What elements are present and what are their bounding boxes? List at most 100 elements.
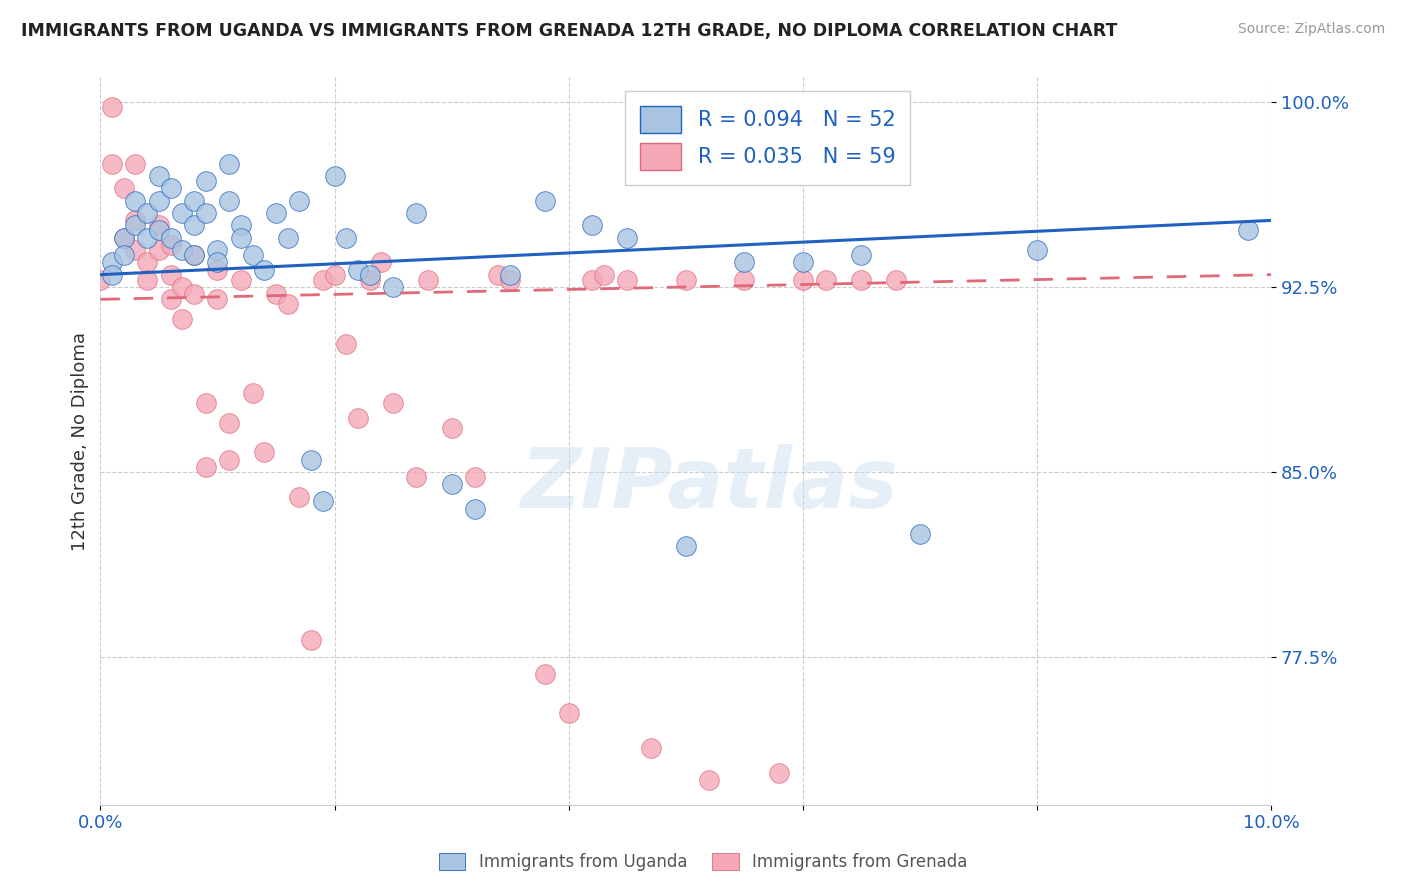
Point [101, 100, 124, 114]
Point [886, 272, 908, 286]
Point [499, 268, 522, 282]
Point [851, 272, 873, 286]
Point [697, 772, 720, 787]
Point [172, 243, 194, 257]
Point [148, 219, 170, 233]
Point [440, 477, 463, 491]
Point [112, 230, 135, 244]
Point [229, 272, 252, 286]
Point [675, 272, 697, 286]
Point [159, 230, 181, 244]
Point [218, 194, 240, 208]
Point [194, 174, 217, 188]
Point [792, 272, 814, 286]
Point [218, 452, 240, 467]
Point [323, 268, 346, 282]
Point [136, 230, 159, 244]
Point [440, 420, 463, 434]
Point [183, 248, 205, 262]
Point [534, 667, 557, 681]
Text: Source: ZipAtlas.com: Source: ZipAtlas.com [1237, 22, 1385, 37]
Point [159, 293, 181, 307]
Point [159, 181, 181, 195]
Text: IMMIGRANTS FROM UGANDA VS IMMIGRANTS FROM GRENADA 12TH GRADE, NO DIPLOMA CORRELA: IMMIGRANTS FROM UGANDA VS IMMIGRANTS FRO… [21, 22, 1118, 40]
Point [183, 194, 205, 208]
Y-axis label: 12th Grade, No Diploma: 12th Grade, No Diploma [72, 332, 89, 550]
Point [370, 255, 392, 269]
Point [557, 706, 579, 721]
Point [277, 230, 299, 244]
Point [299, 452, 322, 467]
Point [581, 272, 603, 286]
Point [464, 501, 486, 516]
Point [136, 255, 159, 269]
Point [534, 194, 557, 208]
Point [124, 157, 146, 171]
Point [242, 248, 264, 262]
Point [148, 194, 170, 208]
Point [768, 765, 790, 780]
Point [159, 268, 181, 282]
Point [148, 223, 170, 237]
Point [183, 219, 205, 233]
Point [229, 230, 252, 244]
Point [207, 243, 229, 257]
Point [101, 157, 124, 171]
Point [136, 272, 159, 286]
Point [359, 272, 381, 286]
Point [207, 262, 229, 277]
Point [172, 280, 194, 294]
Point [908, 526, 931, 541]
Point [640, 741, 662, 756]
Point [112, 230, 135, 244]
Point [112, 181, 135, 195]
Point [229, 219, 252, 233]
Point [464, 470, 486, 484]
Point [253, 445, 276, 459]
Point [242, 386, 264, 401]
Point [347, 262, 370, 277]
Point [183, 287, 205, 301]
Point [299, 632, 322, 647]
Point [253, 262, 276, 277]
Point [312, 272, 335, 286]
Point [815, 272, 838, 286]
Point [675, 539, 697, 553]
Point [264, 287, 287, 301]
Point [1026, 243, 1049, 257]
Legend: R = 0.094   N = 52, R = 0.035   N = 59: R = 0.094 N = 52, R = 0.035 N = 59 [626, 92, 910, 185]
Point [405, 206, 427, 220]
Point [136, 206, 159, 220]
Point [581, 219, 603, 233]
Text: ZIPatlas: ZIPatlas [520, 444, 898, 525]
Point [382, 396, 405, 410]
Point [101, 255, 124, 269]
Point [616, 230, 638, 244]
Point [194, 459, 217, 474]
Point [218, 157, 240, 171]
Point [277, 297, 299, 311]
Point [148, 243, 170, 257]
Point [194, 396, 217, 410]
Point [335, 336, 357, 351]
Point [112, 248, 135, 262]
Point [851, 248, 873, 262]
Point [733, 272, 755, 286]
Point [172, 312, 194, 326]
Point [733, 255, 755, 269]
Point [418, 272, 440, 286]
Point [124, 219, 146, 233]
Point [124, 243, 146, 257]
Point [194, 206, 217, 220]
Point [264, 206, 287, 220]
Point [335, 230, 357, 244]
Legend: Immigrants from Uganda, Immigrants from Grenada: Immigrants from Uganda, Immigrants from … [430, 845, 976, 880]
Point [616, 272, 638, 286]
Point [124, 213, 146, 227]
Point [288, 194, 311, 208]
Point [1236, 223, 1258, 237]
Point [312, 494, 335, 508]
Point [347, 410, 370, 425]
Point [592, 268, 614, 282]
Point [792, 255, 814, 269]
